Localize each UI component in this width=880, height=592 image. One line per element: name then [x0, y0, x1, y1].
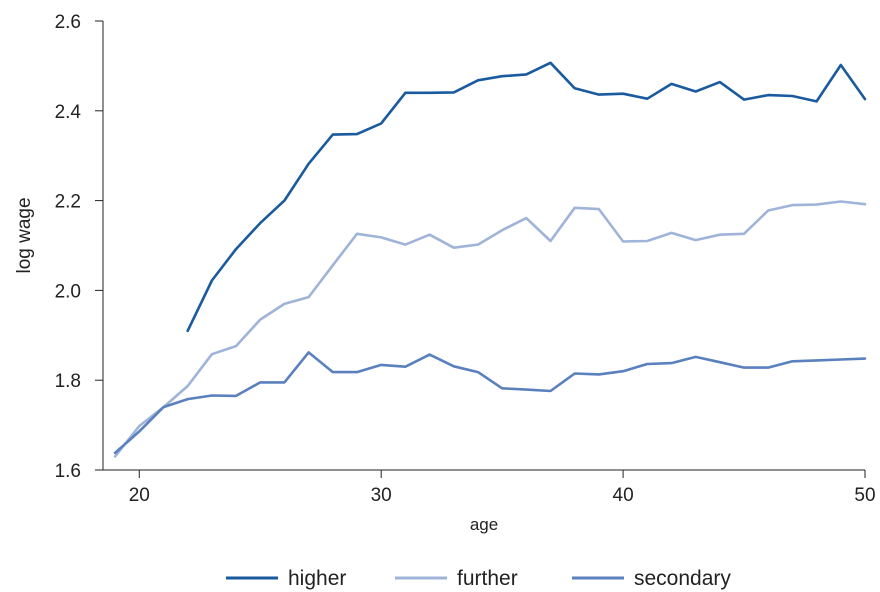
x-tick-label: 20 [129, 485, 150, 506]
legend-label: secondary [634, 567, 731, 590]
legend-label: higher [288, 567, 346, 590]
x-axis-ticks: 20 30 40 50 [129, 470, 876, 506]
y-axis-ticks: 1.6 1.8 2.0 2.2 2.4 2.6 [55, 12, 103, 482]
series-line-further [113, 200, 867, 458]
y-tick-label: 2.6 [55, 12, 81, 33]
series-line-secondary [113, 351, 867, 455]
axes [102, 21, 865, 471]
series-line-higher [186, 61, 867, 333]
y-tick-label: 2.2 [55, 192, 81, 213]
x-axis-label: age [470, 515, 498, 534]
y-tick-label: 2.0 [55, 281, 81, 302]
y-tick-label: 2.4 [55, 102, 82, 123]
y-tick-label: 1.6 [55, 461, 81, 482]
legend-item-further: further [395, 567, 518, 590]
y-tick-label: 1.8 [55, 371, 81, 392]
legend: higher further secondary [226, 567, 731, 590]
legend-item-higher: higher [226, 567, 346, 590]
legend-item-secondary: secondary [572, 567, 731, 590]
x-tick-label: 40 [613, 485, 634, 506]
x-tick-label: 50 [854, 485, 875, 506]
series-lines [113, 61, 867, 458]
y-axis-label: log wage [14, 197, 35, 273]
legend-label: further [457, 567, 518, 590]
x-tick-label: 30 [371, 485, 392, 506]
